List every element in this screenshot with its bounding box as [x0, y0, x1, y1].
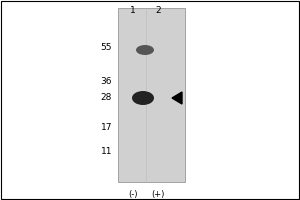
Text: 1: 1 [130, 6, 136, 15]
Text: 36: 36 [100, 77, 112, 86]
Polygon shape [172, 92, 182, 104]
Text: 2: 2 [155, 6, 161, 15]
Bar [118, 8, 185, 182]
Ellipse shape [136, 45, 154, 55]
Text: (+): (+) [151, 190, 165, 199]
Text: 17: 17 [100, 123, 112, 132]
Text: 11: 11 [100, 148, 112, 156]
Ellipse shape [132, 91, 154, 105]
Text: 28: 28 [100, 94, 112, 102]
Text: 55: 55 [100, 44, 112, 52]
Text: (-): (-) [128, 190, 138, 199]
